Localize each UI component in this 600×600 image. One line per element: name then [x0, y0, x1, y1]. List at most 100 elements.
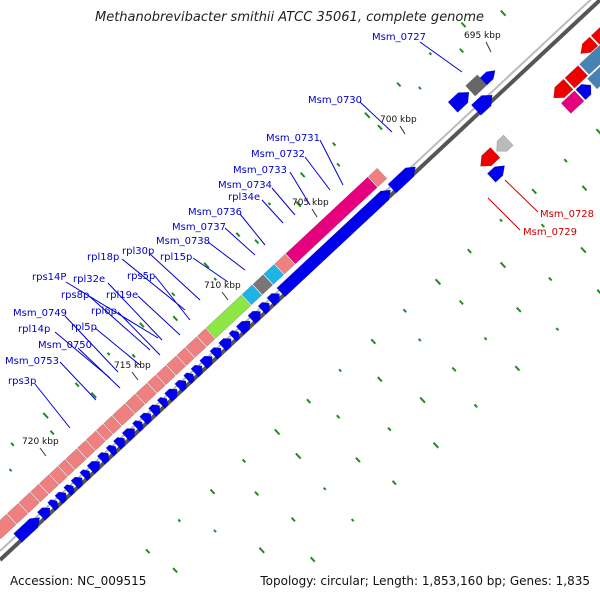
- gene-arrow-blue-small-group[interactable]: [228, 328, 242, 342]
- gene-arrow-msm-0727b-group[interactable]: [447, 87, 474, 113]
- gene-label-msm-0734[interactable]: Msm_0734: [218, 180, 272, 191]
- gene-block-ribosomal-group[interactable]: [147, 374, 166, 394]
- gene-label-rpl15p[interactable]: rpl15p: [160, 252, 192, 263]
- gene-arrow-blue-small[interactable]: [218, 335, 235, 352]
- gene-block-cyan-group[interactable]: [241, 284, 263, 306]
- gene-label-msm-0730[interactable]: Msm_0730: [308, 95, 362, 106]
- gene-arrow-blue-small-group[interactable]: [63, 482, 77, 496]
- gene-block-msm-0731-group[interactable]: [285, 176, 378, 265]
- gene-block-cyan-2-group[interactable]: [263, 264, 285, 285]
- gene-arrow-blue-small[interactable]: [63, 482, 77, 496]
- gene-arrow-msm-0729b-group[interactable]: [487, 161, 508, 183]
- gene-arrow-blue-small[interactable]: [164, 385, 181, 402]
- gene-arrow-blue-small-group[interactable]: [121, 425, 138, 442]
- gene-label-rpl6p[interactable]: rpl6p: [91, 306, 117, 317]
- gene-arrow-blue-small[interactable]: [247, 307, 264, 325]
- gene-label-msm-0749[interactable]: Msm_0749: [13, 308, 67, 319]
- gene-arrow-blue-tr-group[interactable]: [575, 80, 596, 101]
- gene-block-ribosomal[interactable]: [196, 328, 216, 347]
- gene-arrow-msm-0730[interactable]: [276, 186, 395, 298]
- gene-arrow-blue-small-group[interactable]: [266, 290, 283, 307]
- gene-arrow-blue[interactable]: [13, 513, 44, 543]
- gene-block-pink-tr[interactable]: [560, 90, 585, 114]
- gene-block-ribosomal[interactable]: [39, 474, 59, 495]
- gene-label-rps8p[interactable]: rps8p: [61, 290, 89, 301]
- gene-arrow-blue-small[interactable]: [113, 434, 128, 450]
- gene-arrow-blue-small[interactable]: [47, 497, 61, 511]
- gene-arrow-blue-small-group[interactable]: [247, 307, 264, 325]
- gene-arrow-blue-small[interactable]: [209, 344, 225, 360]
- gene-arrow-blue-small[interactable]: [96, 449, 112, 465]
- gene-arrow-blue-small-group[interactable]: [190, 362, 206, 378]
- gene-label-msm-0731[interactable]: Msm_0731: [266, 133, 320, 144]
- gene-label-msm-0737[interactable]: Msm_0737: [172, 222, 226, 233]
- gene-arrow-blue-small[interactable]: [257, 299, 273, 315]
- gene-arrow-blue-small-group[interactable]: [257, 299, 273, 315]
- gene-arrow-msm-0727[interactable]: [470, 90, 497, 116]
- gene-block-ribosomal-group[interactable]: [30, 483, 49, 503]
- gene-block-ribosomal-group[interactable]: [185, 336, 207, 358]
- gene-block-ribosomal[interactable]: [6, 502, 29, 525]
- gene-block-ribosomal[interactable]: [185, 336, 207, 358]
- gene-arrow-blue-small[interactable]: [235, 317, 254, 335]
- gene-block-salmon-group[interactable]: [274, 253, 295, 275]
- gene-arrow-blue-small-group[interactable]: [156, 395, 170, 409]
- gene-arrow-blue-small-group[interactable]: [113, 434, 128, 450]
- gene-arrow-blue-small[interactable]: [105, 443, 119, 457]
- gene-block-red-tr2-group[interactable]: [590, 22, 600, 45]
- gene-arrow-red-tr-group[interactable]: [549, 78, 574, 103]
- gene-arrow-blue-small[interactable]: [266, 290, 283, 307]
- gene-block-grey[interactable]: [252, 274, 274, 295]
- gene-block-steel-2[interactable]: [587, 44, 600, 90]
- gene-block-salmon-end[interactable]: [368, 167, 388, 188]
- gene-arrow-top[interactable]: [479, 67, 499, 86]
- gene-block-ribosomal-group[interactable]: [176, 347, 195, 366]
- gene-arrow-blue-tr[interactable]: [575, 80, 596, 101]
- gene-block-ribosomal[interactable]: [156, 365, 176, 385]
- gene-arrow-blue-small-group[interactable]: [183, 370, 197, 385]
- gene-block-ribosomal-group[interactable]: [49, 466, 68, 485]
- gene-block-ribosomal[interactable]: [135, 382, 157, 405]
- gene-block-red-tr-group[interactable]: [564, 65, 589, 89]
- gene-block-salmon[interactable]: [274, 253, 295, 275]
- gene-block-ribosomal-group[interactable]: [85, 430, 106, 451]
- gene-arrow-blue-end[interactable]: [387, 162, 420, 194]
- gene-arrow-blue-small[interactable]: [199, 352, 216, 370]
- gene-arrow-blue-small[interactable]: [54, 489, 70, 505]
- gene-arrow-blue-small[interactable]: [37, 504, 53, 521]
- gene-block-ribosomal[interactable]: [147, 374, 166, 394]
- gene-label-rpl34e[interactable]: rpl34e: [228, 192, 260, 203]
- gene-block-ribosomal-group[interactable]: [103, 415, 122, 435]
- gene-block-msm-0729-group[interactable]: [492, 134, 514, 156]
- gene-arrow-red-tr2[interactable]: [577, 36, 599, 58]
- gene-arrow-msm-0729b[interactable]: [487, 161, 508, 183]
- gene-block-ribosomal-group[interactable]: [96, 423, 113, 441]
- gene-block-ribosomal-group[interactable]: [125, 393, 146, 414]
- gene-arrow-blue-small-group[interactable]: [47, 497, 61, 511]
- gene-block-ribosomal-group[interactable]: [6, 502, 29, 525]
- gene-block-ribosomal-group[interactable]: [196, 328, 216, 347]
- gene-arrow-blue-small[interactable]: [156, 395, 170, 409]
- gene-label-msm-0727[interactable]: Msm_0727: [372, 32, 426, 43]
- gene-block-ribosomal-group[interactable]: [39, 474, 59, 495]
- gene-arrow-msm-0728-group[interactable]: [476, 147, 501, 171]
- gene-arrow-blue-small[interactable]: [228, 328, 242, 342]
- gene-arrow-blue-small-group[interactable]: [105, 443, 119, 457]
- gene-arrow-blue-small-group[interactable]: [79, 467, 93, 481]
- gene-block-ribosomal-group[interactable]: [156, 365, 176, 385]
- gene-block-ribosomal[interactable]: [77, 440, 96, 459]
- gene-arrow-msm-0727-group[interactable]: [470, 90, 497, 116]
- gene-block-steel-group[interactable]: [579, 36, 600, 75]
- gene-arrow-blue-small-group[interactable]: [139, 410, 155, 425]
- gene-arrow-blue-group[interactable]: [13, 513, 44, 543]
- gene-block-lime-group[interactable]: [205, 294, 252, 339]
- gene-arrow-blue-small[interactable]: [190, 362, 206, 378]
- gene-block-grey-top[interactable]: [465, 74, 488, 97]
- gene-block-ribosomal-group[interactable]: [77, 440, 96, 459]
- gene-arrow-blue-small-group[interactable]: [54, 489, 70, 505]
- gene-block-ribosomal[interactable]: [166, 355, 187, 376]
- gene-arrow-blue-small-group[interactable]: [70, 474, 86, 490]
- gene-track[interactable]: [0, 8, 600, 549]
- gene-block-ribosomal[interactable]: [103, 415, 122, 435]
- gene-block-steel-2-group[interactable]: [587, 44, 600, 90]
